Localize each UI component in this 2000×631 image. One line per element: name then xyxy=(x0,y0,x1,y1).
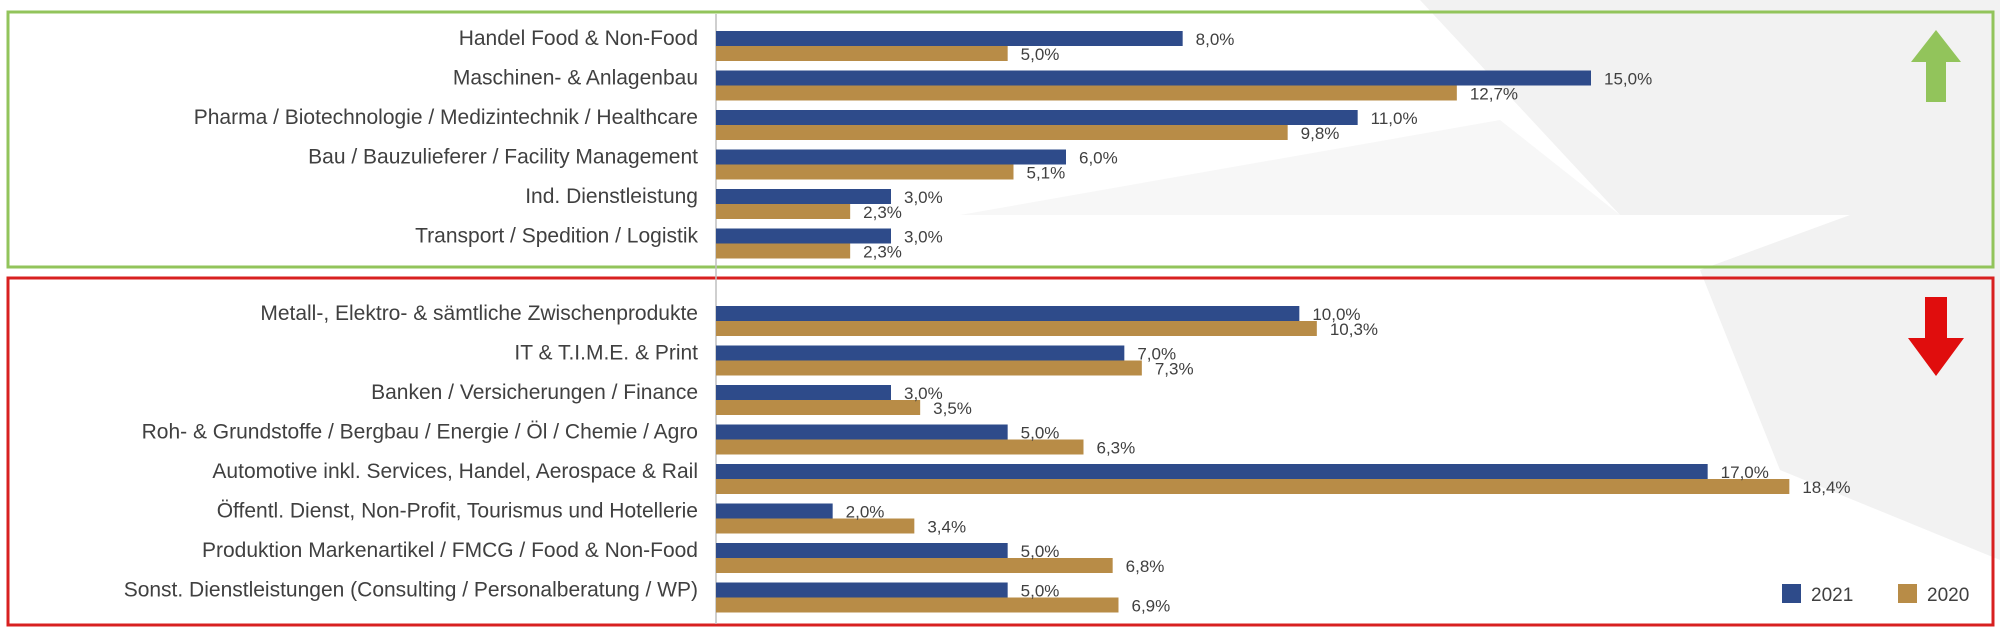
value-labels: 8,0%5,0%15,0%12,7%11,0%9,8%6,0%5,1%3,0%2… xyxy=(846,30,1851,616)
value-label-2021: 10,0% xyxy=(1312,305,1360,324)
legend-label-2020: 2020 xyxy=(1927,585,1969,606)
bar-2021 xyxy=(716,228,891,244)
category-label: Bau / Bauzulieferer / Facility Managemen… xyxy=(308,146,698,169)
bars xyxy=(716,31,1790,613)
bar-2021 xyxy=(716,543,1008,558)
value-label-2021: 5,0% xyxy=(1021,582,1060,601)
bar-2020 xyxy=(716,439,1084,455)
value-label-2021: 3,0% xyxy=(904,384,943,403)
value-label-2020: 6,3% xyxy=(1097,439,1136,458)
category-label: Metall-, Elektro- & sämtliche Zwischenpr… xyxy=(260,302,698,325)
category-label: Transport / Spedition / Logistik xyxy=(415,225,698,248)
bar-2021 xyxy=(716,424,1008,440)
bar-2020 xyxy=(716,479,1790,494)
bar-2021 xyxy=(716,306,1300,321)
value-label-2020: 5,1% xyxy=(1027,164,1066,183)
category-label: IT & T.I.M.E. & Print xyxy=(514,342,698,365)
bar-2021 xyxy=(716,503,833,519)
up-arrow-icon xyxy=(1911,30,1961,102)
value-label-2020: 6,9% xyxy=(1132,597,1171,616)
value-label-2021: 3,0% xyxy=(904,228,943,247)
bar-2021 xyxy=(716,385,891,400)
bar-2020 xyxy=(716,204,851,219)
top-group-frame xyxy=(6,10,1995,269)
bar-2020 xyxy=(716,125,1288,140)
legend-swatch-2021 xyxy=(1782,584,1801,603)
value-label-2020: 9,8% xyxy=(1301,124,1340,143)
category-label: Banken / Versicherungen / Finance xyxy=(371,381,698,404)
category-label: Handel Food & Non-Food xyxy=(459,27,698,50)
category-label: Maschinen- & Anlagenbau xyxy=(453,67,698,90)
bar-2021 xyxy=(716,110,1358,125)
group-frames xyxy=(6,10,1995,627)
down-arrow-icon xyxy=(1908,297,1964,376)
bar-2020 xyxy=(716,46,1008,61)
value-label-2021: 2,0% xyxy=(846,503,885,522)
bar-2021 xyxy=(716,149,1066,165)
legend-label-2021: 2021 xyxy=(1811,585,1853,606)
category-label: Ind. Dienstleistung xyxy=(525,185,698,208)
bar-2021 xyxy=(716,189,891,204)
category-labels: Handel Food & Non-Food Maschinen- & Anlag… xyxy=(124,27,699,602)
legend-swatch-2020 xyxy=(1898,584,1917,603)
category-label: Pharma / Biotechnologie / Medizintechnik… xyxy=(194,106,698,129)
trend-arrows xyxy=(1908,30,1964,376)
bar-2020 xyxy=(716,164,1014,180)
bar-2020 xyxy=(716,360,1142,376)
bar-2020 xyxy=(716,597,1119,613)
category-label: Produktion Markenartikel / FMCG / Food &… xyxy=(202,539,698,562)
value-label-2020: 6,8% xyxy=(1126,557,1165,576)
value-label-2020: 3,4% xyxy=(927,518,966,537)
category-label: Sonst. Dienstleistungen (Consulting / Pe… xyxy=(124,579,698,602)
category-label: Öffentl. Dienst, Non-Profit, Tourismus u… xyxy=(217,500,698,523)
value-label-2020: 2,3% xyxy=(863,203,902,222)
bar-2020 xyxy=(716,558,1113,573)
bottom-group-frame xyxy=(6,276,1995,627)
value-label-2020: 18,4% xyxy=(1802,478,1850,497)
value-label-2021: 17,0% xyxy=(1721,463,1769,482)
category-label: Roh- & Grundstoffe / Bergbau / Energie /… xyxy=(142,421,698,444)
value-label-2021: 15,0% xyxy=(1604,70,1652,89)
bar-2020 xyxy=(716,243,851,259)
bar-2020 xyxy=(716,85,1457,101)
bar-2020 xyxy=(716,518,915,534)
value-label-2020: 12,7% xyxy=(1470,85,1518,104)
category-label: Automotive inkl. Services, Handel, Aeros… xyxy=(212,460,698,483)
value-label-2020: 10,3% xyxy=(1330,320,1378,339)
value-label-2021: 5,0% xyxy=(1021,542,1060,561)
value-label-2020: 5,0% xyxy=(1021,45,1060,64)
value-label-2021: 3,0% xyxy=(904,188,943,207)
bar-2021 xyxy=(716,582,1008,598)
value-label-2021: 8,0% xyxy=(1196,30,1235,49)
bar-2021 xyxy=(716,70,1591,86)
bar-2021 xyxy=(716,345,1125,361)
value-label-2021: 7,0% xyxy=(1137,345,1176,364)
bar-2021 xyxy=(716,31,1183,46)
background-decoration xyxy=(960,0,2000,560)
value-label-2021: 11,0% xyxy=(1371,109,1418,128)
value-label-2020: 3,5% xyxy=(933,399,972,418)
bar-2020 xyxy=(716,400,921,415)
value-label-2021: 5,0% xyxy=(1021,424,1060,443)
value-label-2021: 6,0% xyxy=(1079,149,1118,168)
bar-2021 xyxy=(716,464,1708,479)
value-label-2020: 2,3% xyxy=(863,243,902,262)
legend: 2021 2020 xyxy=(1782,584,1969,606)
value-label-2020: 7,3% xyxy=(1155,360,1194,379)
bar-2020 xyxy=(716,321,1317,336)
